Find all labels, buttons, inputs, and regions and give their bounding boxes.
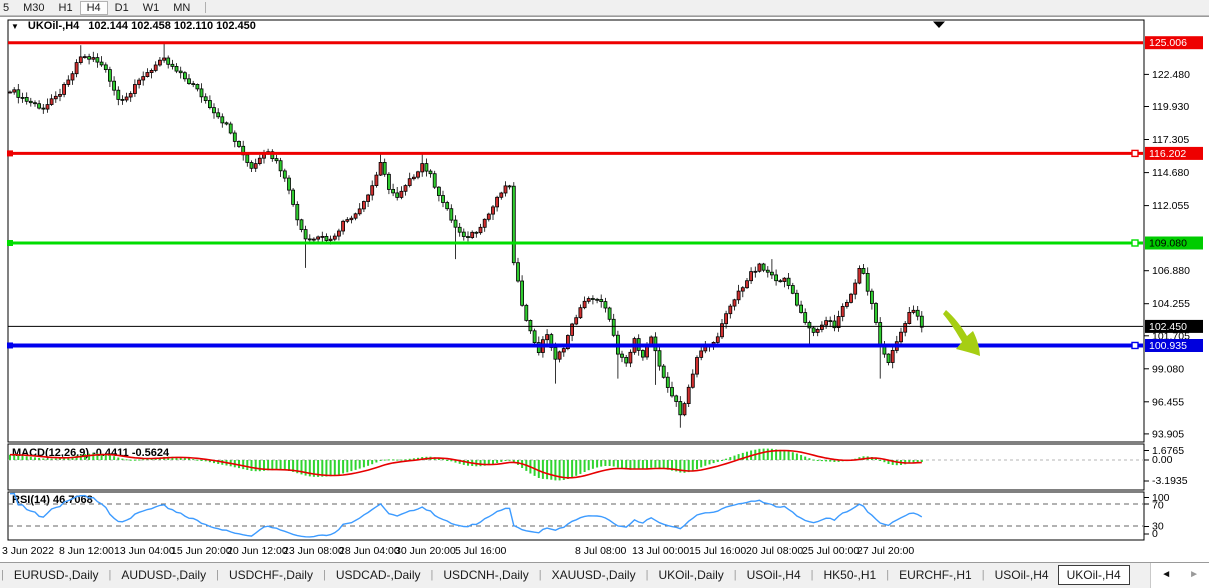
tab-separator: | [108, 569, 112, 581]
tab-separator: | [645, 569, 649, 581]
tab-ukoil-h4[interactable]: UKOil-,H4 [1057, 565, 1130, 585]
tab-xauusd-daily[interactable]: XAUUSD-,Daily [551, 568, 636, 582]
tab-hk50-h1[interactable]: HK50-,H1 [823, 568, 877, 582]
price-axis-badges: 125.006 116.202 109.080 102.450 100.935 [1145, 36, 1203, 352]
svg-text:122.480: 122.480 [1152, 69, 1190, 81]
svg-text:20 Jul 08:00: 20 Jul 08:00 [746, 545, 803, 557]
svg-text:114.680: 114.680 [1152, 167, 1189, 179]
svg-text:28 Jun 04:00: 28 Jun 04:00 [339, 545, 400, 557]
svg-text:93.905: 93.905 [1152, 428, 1184, 440]
tab-usdcad-daily[interactable]: USDCAD-,Daily [335, 568, 421, 582]
svg-text:104.255: 104.255 [1152, 298, 1190, 310]
symbol-dropdown-icon[interactable]: ▼ [11, 21, 19, 31]
svg-text:106.880: 106.880 [1152, 265, 1190, 277]
svg-text:27 Jul 20:00: 27 Jul 20:00 [857, 545, 914, 557]
svg-text:13 Jun 04:00: 13 Jun 04:00 [114, 545, 175, 557]
svg-text:30: 30 [1152, 521, 1164, 533]
timeframe-button-5[interactable]: 5 [3, 1, 10, 14]
svg-text:20 Jun 12:00: 20 Jun 12:00 [227, 545, 288, 557]
svg-text:1.6765: 1.6765 [1152, 445, 1184, 457]
tab-usoil-h4[interactable]: USOil-,H4 [994, 568, 1049, 582]
rsi-pane [7, 491, 1145, 541]
svg-text:0.00: 0.00 [1152, 454, 1173, 466]
tab-audusd-daily[interactable]: AUDUSD-,Daily [121, 568, 207, 582]
tab-usoil-h4[interactable]: USOil-,H4 [746, 568, 801, 582]
down-arrow-annotation[interactable] [943, 310, 980, 356]
macd-histogram [9, 448, 923, 481]
timeframe-button-h1[interactable]: H1 [58, 1, 73, 14]
timeframe-button-h4[interactable]: H4 [79, 0, 108, 15]
tab-separator: | [538, 569, 542, 581]
macd-signal-line [10, 449, 922, 479]
svg-text:-3.1935: -3.1935 [1152, 475, 1188, 487]
tab-separator: | [886, 569, 890, 581]
hline-100.935[interactable] [7, 341, 1143, 350]
chart-symbol-period: UKOil-,H4 [27, 20, 80, 32]
hline-116.202[interactable] [7, 149, 1143, 158]
svg-text:70: 70 [1152, 500, 1164, 512]
tab-ukoil-daily[interactable]: UKOil-,Daily [658, 568, 724, 582]
tab-usdcnh-daily[interactable]: USDCNH-,Daily [443, 568, 529, 582]
chart-shift-marker-icon[interactable] [933, 21, 945, 29]
svg-text:15 Jun 20:00: 15 Jun 20:00 [171, 545, 232, 557]
svg-text:25 Jul 00:00: 25 Jul 00:00 [802, 545, 859, 557]
svg-text:109.080: 109.080 [1149, 238, 1187, 250]
timeframe-button-m30[interactable]: M30 [23, 1, 45, 14]
svg-text:99.080: 99.080 [1152, 363, 1184, 375]
svg-text:0: 0 [1152, 528, 1158, 540]
rsi-line [9, 492, 923, 538]
rsi-label: RSI(14) 46.7068 [12, 494, 93, 506]
svg-text:8 Jul 08:00: 8 Jul 08:00 [575, 545, 627, 557]
tab-usdchf-daily[interactable]: USDCHF-,Daily [228, 568, 313, 582]
timeframe-button-w1[interactable]: W1 [142, 1, 160, 14]
svg-text:3 Jun 2022: 3 Jun 2022 [2, 545, 54, 557]
chart-tabbar: | EURUSD-,Daily | AUDUSD-,Daily | USDCHF-,Dai… [0, 562, 1209, 588]
svg-text:96.455: 96.455 [1152, 396, 1184, 408]
chart-plot[interactable]: MACD(12,26,9) -0.4411 -0.5624 RSI(14) 46.… [0, 17, 1209, 563]
tab-separator: | [810, 569, 814, 581]
macd-label: MACD(12,26,9) -0.4411 -0.5624 [12, 447, 170, 459]
timeframe-button-d1[interactable]: D1 [114, 1, 129, 14]
svg-text:30 Jun 20:00: 30 Jun 20:00 [395, 545, 456, 557]
tab-eurchf-h1[interactable]: EURCHF-,H1 [899, 568, 972, 582]
tab-separator: | [981, 569, 985, 581]
svg-text:13 Jul 00:00: 13 Jul 00:00 [632, 545, 689, 557]
svg-text:112.055: 112.055 [1152, 200, 1189, 212]
svg-text:125.006: 125.006 [1149, 37, 1187, 49]
tab-separator: | [430, 569, 434, 581]
hline-109.08[interactable] [7, 239, 1143, 247]
tab-scroll-control: ◄ ► [1150, 562, 1209, 588]
tab-separator: | [216, 569, 219, 581]
chart-ohlc-readout: 102.144 102.458 102.110 102.450 [88, 20, 256, 32]
main-pane [7, 19, 1145, 443]
svg-text:15 Jul 16:00: 15 Jul 16:00 [689, 545, 746, 557]
tab-separator: | [1, 569, 4, 581]
toolbar-separator [205, 2, 207, 13]
svg-text:23 Jun 08:00: 23 Jun 08:00 [283, 545, 344, 557]
tab-separator: | [322, 569, 326, 581]
svg-text:119.930: 119.930 [1152, 101, 1189, 113]
chart-title: ▼ UKOil-,H4 102.144 102.458 102.110 102.… [11, 20, 256, 32]
svg-text:100: 100 [1152, 492, 1170, 504]
chart-window: ▼ UKOil-,H4 102.144 102.458 102.110 102.… [0, 16, 1209, 563]
svg-text:5 Jul 16:00: 5 Jul 16:00 [455, 545, 507, 557]
svg-text:117.305: 117.305 [1152, 134, 1189, 146]
svg-text:116.202: 116.202 [1149, 148, 1186, 160]
svg-text:8 Jun 12:00: 8 Jun 12:00 [59, 545, 114, 557]
timeframe-button-mn[interactable]: MN [173, 1, 191, 14]
svg-text:100.935: 100.935 [1149, 340, 1187, 352]
tab-eurusd-daily[interactable]: EURUSD-,Daily [13, 568, 99, 582]
svg-text:102.450: 102.450 [1149, 321, 1187, 333]
tab-scroll-right-icon[interactable]: ► [1189, 569, 1199, 580]
timeframe-toolbar: 5 M30 H1 H4 D1 W1 MN [0, 0, 1209, 16]
tab-scroll-left-icon[interactable]: ◄ [1161, 569, 1172, 580]
tab-separator: | [733, 569, 737, 581]
